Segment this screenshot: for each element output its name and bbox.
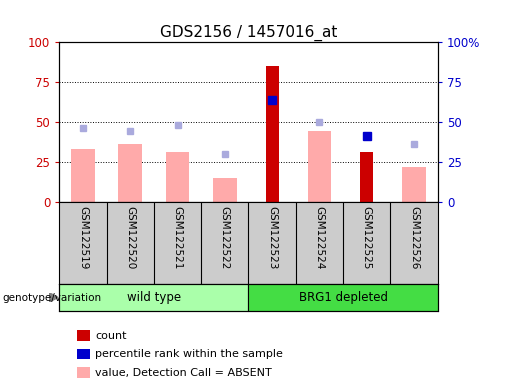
Text: GSM122519: GSM122519	[78, 206, 88, 269]
Text: count: count	[95, 331, 127, 341]
Bar	[118, 144, 142, 202]
Text: GSM122525: GSM122525	[362, 206, 372, 269]
Polygon shape	[49, 293, 58, 302]
Text: BRG1 depleted: BRG1 depleted	[299, 291, 388, 304]
Bar	[59, 284, 248, 311]
Bar	[402, 167, 426, 202]
Text: percentile rank within the sample: percentile rank within the sample	[95, 349, 283, 359]
Text: value, Detection Call = ABSENT: value, Detection Call = ABSENT	[95, 368, 272, 378]
Text: GSM122523: GSM122523	[267, 206, 277, 269]
Text: GSM122521: GSM122521	[173, 206, 182, 269]
Bar	[213, 178, 237, 202]
Title: GDS2156 / 1457016_at: GDS2156 / 1457016_at	[160, 25, 337, 41]
Text: GSM122522: GSM122522	[220, 206, 230, 269]
Bar	[71, 149, 95, 202]
Bar	[166, 152, 190, 202]
Bar	[307, 131, 331, 202]
Text: wild type: wild type	[127, 291, 181, 304]
Bar	[248, 284, 438, 311]
Bar	[360, 152, 373, 202]
Text: GSM122524: GSM122524	[315, 206, 324, 269]
Text: GSM122520: GSM122520	[125, 206, 135, 269]
Text: GSM122526: GSM122526	[409, 206, 419, 269]
Text: genotype/variation: genotype/variation	[3, 293, 101, 303]
Bar	[266, 66, 279, 202]
